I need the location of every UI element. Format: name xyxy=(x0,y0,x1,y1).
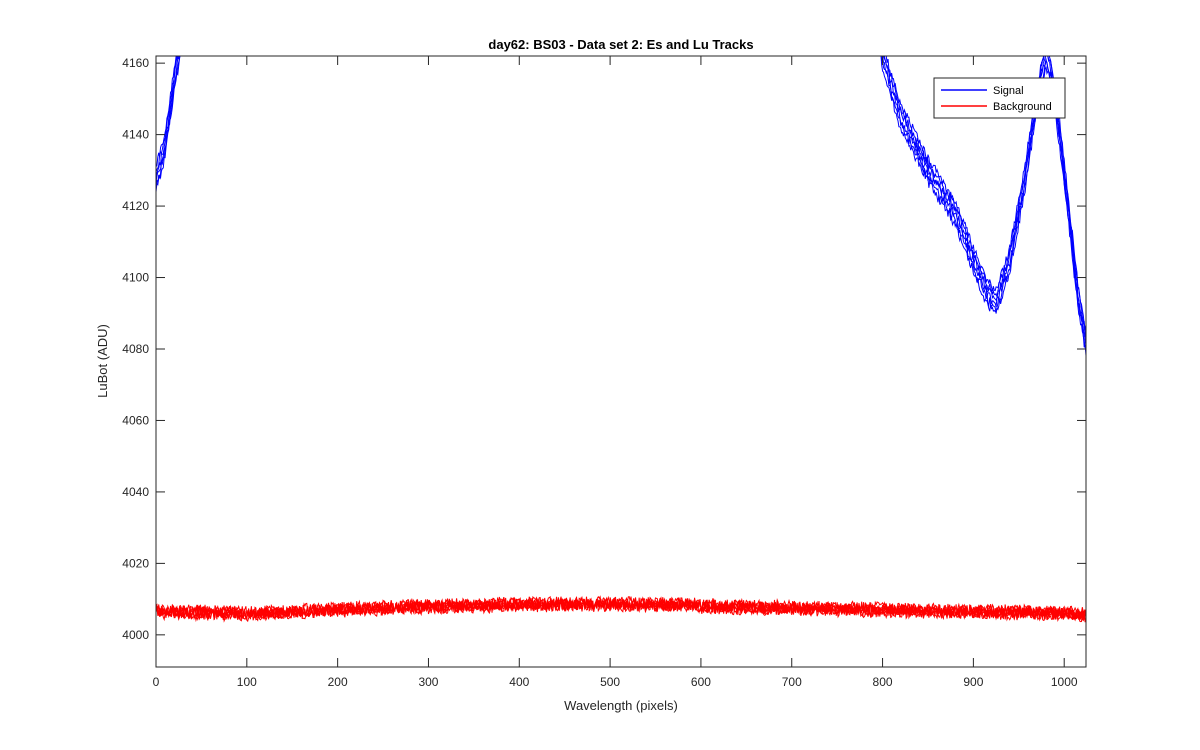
x-tick-label: 100 xyxy=(237,675,257,689)
y-tick-label: 4080 xyxy=(122,342,149,356)
y-tick-label: 4160 xyxy=(122,56,149,70)
x-tick-label: 300 xyxy=(418,675,438,689)
x-tick-label: 900 xyxy=(963,675,983,689)
legend: Signal Background xyxy=(933,77,1066,119)
y-tick-label: 4060 xyxy=(122,413,149,427)
x-tick-label: 500 xyxy=(600,675,620,689)
tick-layer: 0 100 200 300 400 500 600 700 800 900 1000 4000 4020… xyxy=(122,56,1086,689)
signal-track xyxy=(156,56,1086,333)
x-tick-label: 1000 xyxy=(1051,675,1078,689)
x-tick-label: 400 xyxy=(509,675,529,689)
legend-box xyxy=(933,77,1066,119)
y-tick-label: 4040 xyxy=(122,485,149,499)
plot-area xyxy=(156,56,1086,667)
x-tick-label: 200 xyxy=(328,675,348,689)
signal-track xyxy=(156,56,1086,352)
x-tick-label: 700 xyxy=(782,675,802,689)
y-axis-label: LuBot (ADU) xyxy=(95,324,110,398)
signal-track xyxy=(156,56,1086,347)
x-tick-label: 0 xyxy=(153,675,160,689)
y-tick-label: 4140 xyxy=(122,128,149,142)
x-tick-label: 600 xyxy=(691,675,711,689)
y-tick-label: 4020 xyxy=(122,556,149,570)
signal-track xyxy=(156,56,1086,338)
signal-track xyxy=(156,56,1086,342)
series-layer xyxy=(156,56,1086,623)
legend-background-label: Background xyxy=(993,101,1052,113)
y-tick-label: 4000 xyxy=(122,628,149,642)
x-tick-label: 800 xyxy=(873,675,893,689)
y-tick-label: 4100 xyxy=(122,271,149,285)
legend-signal-label: Signal xyxy=(993,85,1024,97)
background-track xyxy=(156,595,1086,620)
chart-title: day62: BS03 - Data set 2: Es and Lu Trac… xyxy=(488,37,753,52)
axes-box xyxy=(155,55,1087,668)
y-tick-label: 4120 xyxy=(122,199,149,213)
signal-track xyxy=(156,56,1086,356)
x-axis-label: Wavelength (pixels) xyxy=(564,698,678,713)
